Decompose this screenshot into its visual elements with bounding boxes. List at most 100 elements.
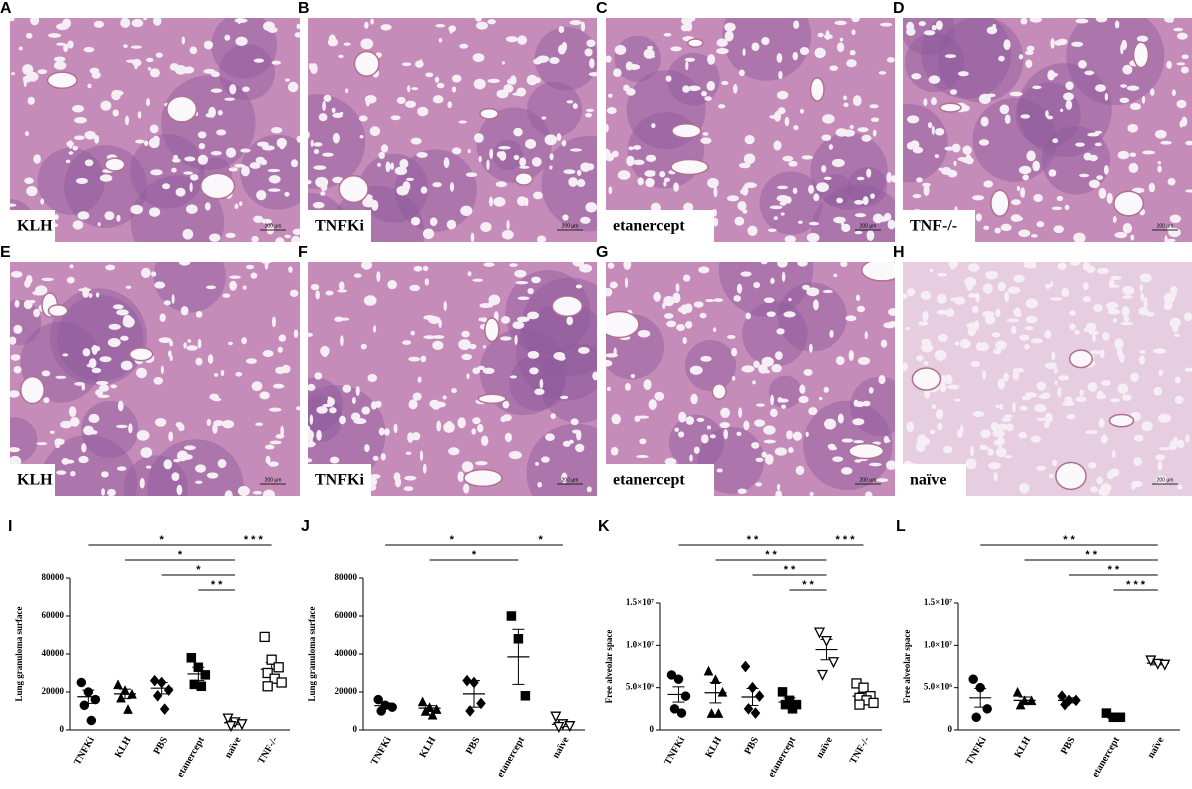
alveolus — [488, 294, 501, 306]
alveolus — [922, 310, 929, 322]
alveolus — [13, 324, 23, 334]
alveolus — [993, 472, 998, 482]
alveolus — [1020, 187, 1026, 198]
alveolus — [171, 167, 177, 173]
significance-label: * * — [784, 564, 796, 576]
alveolus — [1164, 235, 1168, 242]
alveolus — [33, 154, 41, 164]
alveolus — [443, 422, 455, 433]
alveolus — [1050, 297, 1063, 301]
y-axis-label: Lung granuloma surface — [307, 606, 317, 701]
alveolus — [446, 219, 457, 230]
alveolus — [1098, 418, 1105, 429]
alveolus — [134, 61, 138, 70]
alveolus — [856, 176, 865, 181]
alveolus — [471, 428, 477, 435]
alveolus — [942, 445, 953, 454]
alveolus — [839, 37, 844, 42]
alveolus — [343, 42, 351, 46]
alveolus — [854, 459, 862, 463]
alveolus — [411, 87, 419, 91]
x-tick-label: KLH — [418, 735, 439, 760]
alveolus — [1093, 303, 1103, 312]
alveolus — [632, 145, 642, 150]
alveolus — [152, 135, 160, 144]
dense-region — [810, 132, 888, 211]
alveolus — [1156, 131, 1163, 139]
alveolus — [998, 55, 1005, 62]
alveolus — [872, 213, 884, 224]
alveolus — [636, 455, 649, 459]
alveolus — [1018, 165, 1032, 175]
alveolus — [1012, 370, 1020, 381]
y-tick-label: 80000 — [42, 572, 65, 582]
alveolus — [487, 19, 496, 25]
data-point — [706, 708, 717, 718]
alveolus — [822, 289, 833, 294]
alveolus — [147, 67, 152, 71]
alveolus — [380, 24, 392, 31]
alveolus — [724, 22, 736, 32]
alveolus — [69, 264, 74, 269]
alveolus — [1176, 439, 1185, 449]
x-tick-label: KLH — [113, 735, 134, 760]
alveolus — [101, 488, 106, 496]
alveolus — [435, 23, 446, 28]
alveolus — [451, 388, 457, 394]
alveolus — [408, 356, 420, 362]
alveolus — [742, 48, 746, 57]
alveolus — [104, 211, 115, 221]
alveolus — [1097, 267, 1109, 274]
alveolus — [788, 298, 792, 302]
alveolus — [355, 385, 360, 396]
alveolus — [175, 187, 186, 197]
alveolus — [857, 127, 869, 133]
alveolus — [931, 24, 937, 31]
alveolus — [458, 120, 468, 124]
alveolus — [376, 271, 381, 283]
alveolus — [1087, 382, 1098, 392]
alveolus — [553, 351, 566, 360]
alveolus — [525, 139, 537, 149]
alveolus — [970, 361, 981, 368]
alveolus — [793, 20, 800, 29]
airway — [670, 158, 709, 176]
alveolus — [864, 331, 868, 340]
alveolus — [195, 464, 207, 473]
alveolus — [240, 148, 251, 153]
significance-label: * * — [1063, 534, 1075, 546]
alveolus — [396, 96, 406, 104]
alveolus — [316, 406, 328, 414]
data-point — [676, 708, 687, 718]
alveolus — [472, 417, 481, 425]
alveolus — [480, 435, 489, 447]
alveolus — [380, 144, 389, 153]
panel-letter: A — [0, 0, 12, 17]
alveolus — [1041, 392, 1051, 398]
x-tick-label: KLH — [1013, 735, 1034, 760]
alveolus — [40, 198, 45, 205]
alveolus — [1114, 338, 1124, 350]
alveolus — [323, 94, 332, 102]
alveolus — [1111, 449, 1116, 458]
alveolus — [287, 81, 299, 93]
alveolus — [929, 429, 936, 435]
alveolus — [1009, 91, 1023, 97]
alveolus — [911, 73, 922, 80]
histology-image: KLH 200 µm — [10, 262, 300, 496]
alveolus — [116, 214, 121, 222]
alveolus — [778, 70, 783, 80]
alveolus — [633, 159, 645, 166]
alveolus — [181, 36, 186, 45]
data-point — [703, 665, 714, 676]
alveolus — [342, 384, 352, 393]
alveolus — [589, 58, 595, 69]
alveolus — [849, 124, 854, 130]
alveolus — [713, 298, 723, 303]
alveolus — [1119, 97, 1130, 104]
alveolus — [1020, 18, 1028, 25]
alveolus — [443, 301, 447, 311]
data-point — [116, 692, 126, 703]
x-tick-label: etanercept — [1090, 735, 1122, 780]
alveolus — [1007, 286, 1021, 294]
